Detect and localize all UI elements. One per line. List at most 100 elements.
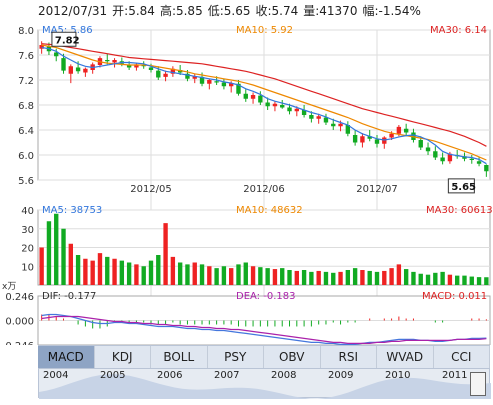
timeline-year-label: 2005 xyxy=(100,370,125,381)
volume-bar xyxy=(258,267,263,285)
volume-tick-label: 10 xyxy=(21,262,34,273)
candle-body xyxy=(185,73,190,79)
chart-canvas: 8.0 7.6 7.2 6.8 6.4 6.0 5.6 2012/05 2012/06 2012/… xyxy=(2,25,493,345)
candle-body xyxy=(338,123,343,127)
quote-open: 开:5.84 xyxy=(112,4,155,18)
volume-bar xyxy=(440,271,445,285)
volume-bar xyxy=(141,266,146,285)
timeline-year-label: 2009 xyxy=(328,370,353,381)
volume-bar xyxy=(396,264,402,285)
candle-body xyxy=(236,83,241,94)
volume-bar xyxy=(265,268,270,285)
timeline-drag-handle[interactable] xyxy=(470,372,486,396)
volume-bar xyxy=(250,266,256,285)
dea-label: DEA: -0.183 xyxy=(236,291,295,302)
ma5-line xyxy=(41,46,487,165)
volume-bar xyxy=(309,271,314,285)
price-tick-label: 8.0 xyxy=(18,26,34,37)
volume-bar xyxy=(90,260,95,285)
volume-bar xyxy=(83,258,88,285)
tab-kdj[interactable]: KDJ xyxy=(95,346,151,368)
price-tick-label: 7.2 xyxy=(18,76,34,87)
volume-bar xyxy=(148,260,154,285)
candle-body xyxy=(272,103,278,107)
tab-rsi[interactable]: RSI xyxy=(321,346,377,368)
ma10-label: MA10: 5.92 xyxy=(236,25,293,36)
timeline-year-label: 2010 xyxy=(385,370,410,381)
dea-line xyxy=(41,315,487,344)
candle-body xyxy=(280,105,285,108)
candle-body xyxy=(294,108,299,112)
quote-volume: 量:41370 xyxy=(303,4,358,18)
volume-bar xyxy=(382,270,387,285)
candle-body xyxy=(411,132,416,140)
price-tick-label: 5.6 xyxy=(18,176,34,187)
candle-body xyxy=(112,60,117,63)
high-marker-box xyxy=(51,31,77,47)
volume-bar xyxy=(411,271,416,285)
timeline-history-area xyxy=(39,374,491,399)
candle-body xyxy=(323,117,329,123)
candle-body xyxy=(83,68,88,73)
price-tick-label: 6.4 xyxy=(18,126,34,137)
candle-body xyxy=(250,95,256,99)
volume-bar xyxy=(484,277,489,285)
candle-body xyxy=(192,76,197,79)
dif-label: DIF: -0.177 xyxy=(42,291,96,302)
volume-bar xyxy=(156,255,161,285)
volume-tick-label: 40 xyxy=(21,206,34,217)
macd-tick-label: -0.246 xyxy=(2,341,34,345)
volume-bar xyxy=(433,272,438,285)
volume-bar xyxy=(75,255,81,285)
candle-body xyxy=(484,165,489,172)
candle-body xyxy=(316,116,321,119)
candle-body xyxy=(309,115,314,119)
volume-bar xyxy=(68,243,73,285)
candle-body xyxy=(374,139,380,144)
volume-bar xyxy=(221,266,227,285)
candle-body xyxy=(345,125,351,134)
volume-bar xyxy=(39,247,44,285)
tab-macd[interactable]: MACD xyxy=(38,346,95,368)
candle-body xyxy=(134,64,139,68)
candle-body xyxy=(389,133,394,138)
quote-high: 高:5.85 xyxy=(159,4,203,18)
volume-bar xyxy=(243,262,248,285)
timeline-navigator[interactable]: 200420052006200720082009201020112 xyxy=(38,368,491,399)
volume-bar xyxy=(294,270,299,285)
volume-bar xyxy=(345,270,351,285)
candle-body xyxy=(425,147,431,152)
candle-body xyxy=(207,80,212,84)
volume-bar xyxy=(418,273,423,285)
tab-obv[interactable]: OBV xyxy=(264,346,321,368)
volume-bar xyxy=(367,270,372,285)
volume-bar xyxy=(403,269,409,285)
ma5-label: MA5: 5.86 xyxy=(42,25,93,36)
tab-wvad[interactable]: WVAD xyxy=(377,346,434,368)
tab-boll[interactable]: BOLL xyxy=(151,346,208,368)
quote-date: 2012/07/31 xyxy=(38,4,108,18)
candle-body xyxy=(418,140,423,148)
candle-body xyxy=(352,135,358,143)
candle-body xyxy=(258,95,263,103)
timeline-year-label: 2011 xyxy=(442,370,467,381)
volume-bar xyxy=(323,271,329,285)
macd-tick-label: 0.000 xyxy=(5,317,34,328)
candle-body xyxy=(163,73,168,77)
volume-bar xyxy=(316,270,321,285)
volume-bar xyxy=(338,271,343,285)
volume-bar xyxy=(287,270,292,285)
candle-body xyxy=(170,68,176,74)
tab-cci[interactable]: CCI xyxy=(434,346,490,368)
timeline-year-label: 2007 xyxy=(214,370,239,381)
volume-bar xyxy=(462,275,467,285)
candle-body xyxy=(447,153,453,162)
candle-body xyxy=(382,137,387,144)
macd-tick-label: 0.246 xyxy=(5,292,34,303)
candle-body xyxy=(243,93,248,99)
candle-body xyxy=(301,110,307,115)
candle-body xyxy=(177,70,183,73)
volume-bar xyxy=(207,266,212,285)
indicator-tab-bar: MACD KDJ BOLL PSY OBV RSI WVAD CCI xyxy=(38,345,490,369)
tab-psy[interactable]: PSY xyxy=(208,346,264,368)
